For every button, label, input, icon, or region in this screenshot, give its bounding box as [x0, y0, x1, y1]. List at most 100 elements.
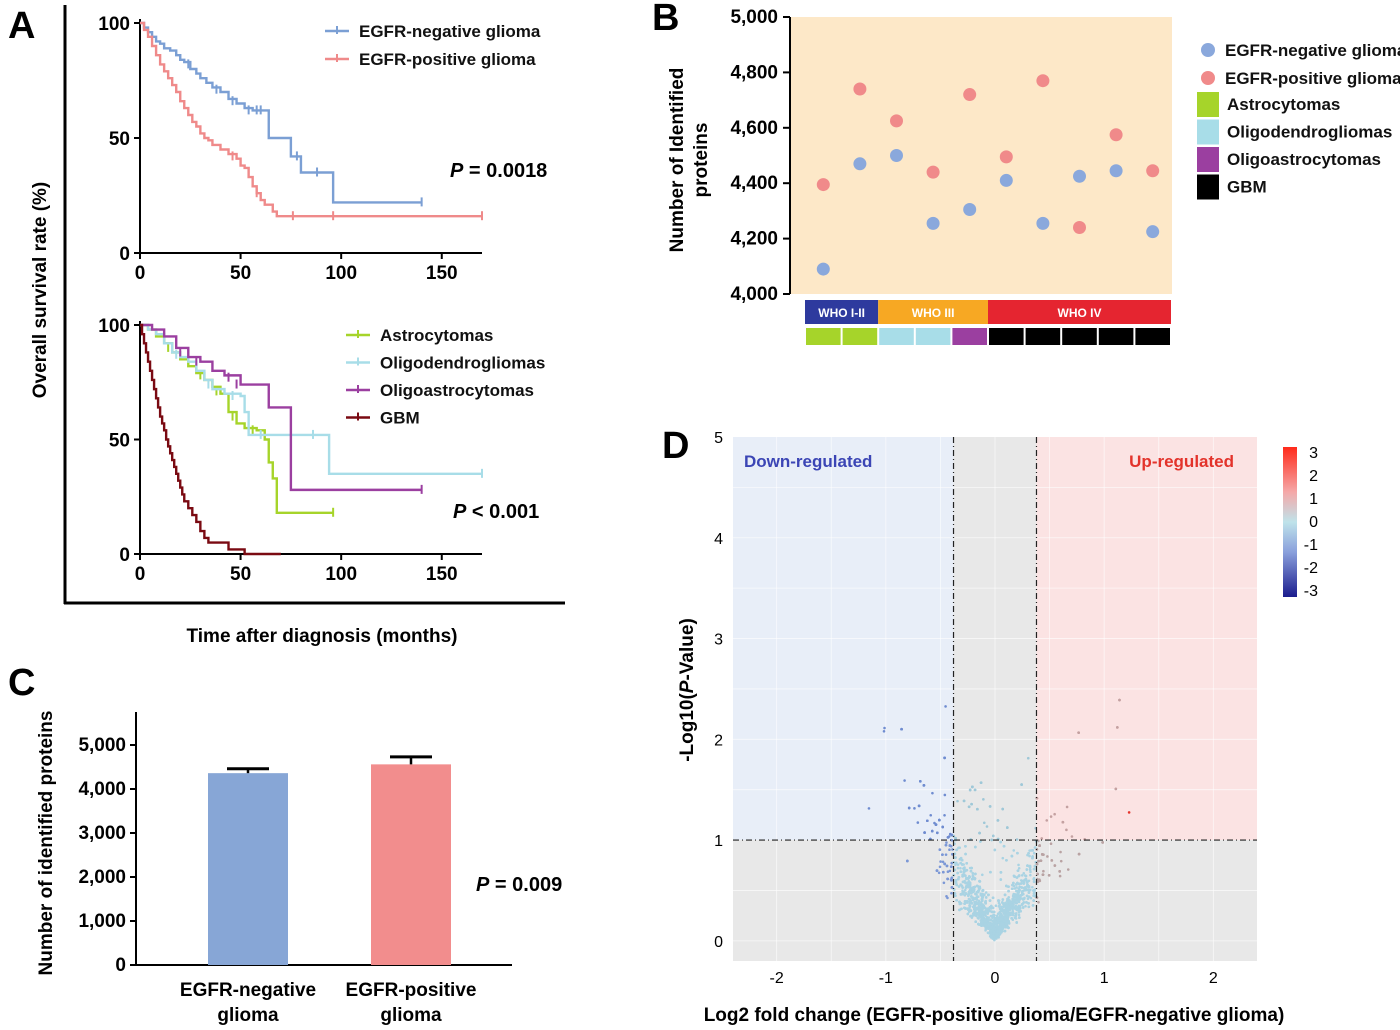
volcano-point: [1005, 858, 1008, 862]
volcano-point: [1042, 869, 1045, 873]
bar: [371, 764, 451, 965]
up-regulated-label: Up-regulated: [1129, 452, 1234, 471]
legend-swatch: [1197, 174, 1219, 200]
volcano-point: [1008, 907, 1011, 910]
volcano-point: [954, 861, 958, 865]
b-y-tick-label: 4,000: [730, 284, 778, 305]
volcano-point: [1015, 896, 1019, 900]
volcano-point: [974, 872, 977, 876]
volcano-point: [975, 898, 978, 901]
volcano-point: [1061, 820, 1065, 824]
legend-entry: Oligoastrocytomas: [1227, 150, 1381, 169]
volcano-point: [1012, 849, 1016, 852]
legend-entry: Oligodendrogliomas: [1227, 123, 1392, 142]
scatter-point: [1109, 164, 1123, 178]
km-x-tick-label: 0: [135, 263, 146, 284]
c-ylabel: Number of identified proteins: [36, 711, 57, 976]
volcano-point: [983, 919, 987, 922]
volcano-point: [1049, 815, 1053, 818]
scatter-point: [963, 203, 977, 217]
scatter-point: [1146, 164, 1160, 178]
volcano-point: [916, 821, 920, 824]
volcano-point: [1018, 885, 1022, 889]
volcano-point: [1006, 911, 1010, 915]
c-y-tick-label: 2,000: [78, 867, 126, 888]
volcano-point: [950, 891, 953, 895]
legend-entry: EGFR-positive glioma: [359, 50, 536, 69]
volcano-point: [1003, 912, 1006, 915]
volcano-point: [1028, 864, 1032, 868]
km-x-tick-label: 150: [426, 263, 458, 284]
scatter-point: [890, 114, 903, 128]
volcano-point: [985, 825, 989, 828]
c-y-tick-label: 1,000: [78, 911, 126, 932]
volcano-point: [957, 885, 961, 888]
scatter-point: [999, 173, 1013, 187]
c-y-tick-label: 5,000: [78, 735, 126, 756]
volcano-point: [998, 914, 1002, 918]
scatter-point: [1109, 128, 1123, 142]
volcano-point: [989, 929, 992, 933]
volcano-plot: -2 -1 0 1 2 0 1 2 3 4 5 Down-regulated Up-regulated 3…: [714, 430, 1318, 987]
volcano-point: [972, 908, 976, 911]
volcano-point: [979, 840, 982, 843]
volcano-point: [945, 894, 948, 898]
volcano-point: [1006, 914, 1009, 918]
volcano-point: [974, 920, 978, 924]
volcano-point: [999, 909, 1003, 912]
p-value-label: P < 0.001: [453, 501, 539, 523]
volcano-point: [972, 886, 975, 889]
volcano-point: [971, 897, 974, 900]
volcano-point: [1035, 862, 1039, 866]
volcano-point: [1032, 851, 1036, 855]
volcano-point: [930, 829, 934, 833]
volcano-point: [942, 881, 946, 885]
volcano-point: [995, 923, 999, 927]
histology-cell: [915, 328, 951, 345]
volcano-point: [980, 920, 984, 924]
volcano-point: [962, 867, 965, 870]
panel-a-letter: A: [8, 5, 35, 47]
volcano-point: [958, 857, 962, 861]
d-y-tick-label: 4: [714, 531, 723, 548]
volcano-point: [1022, 871, 1026, 875]
km-x-tick-label: 50: [230, 263, 251, 284]
histology-cell: [842, 328, 878, 345]
volcano-point: [970, 902, 974, 905]
volcano-point: [964, 852, 967, 856]
volcano-point: [957, 875, 961, 879]
volcano-point: [954, 856, 957, 859]
volcano-point: [938, 865, 942, 869]
colorbar-tick-label: 1: [1309, 491, 1318, 508]
volcano-point: [1016, 881, 1019, 885]
legend-entry: GBM: [1227, 178, 1267, 197]
volcano-point: [996, 915, 999, 918]
d-x-tick-label: 0: [991, 970, 1000, 987]
volcano-point: [1036, 872, 1039, 876]
legend-swatch: [1197, 92, 1219, 117]
volcano-point: [979, 912, 983, 916]
volcano-point: [1013, 875, 1016, 878]
panel-b: B Number of Identified proteins 4,000 4,2…: [652, 0, 1400, 345]
volcano-point: [963, 888, 967, 892]
volcano-point: [1038, 878, 1041, 881]
volcano-point: [960, 858, 964, 862]
down-regulated-label: Down-regulated: [744, 452, 872, 471]
volcano-point: [968, 881, 972, 884]
volcano-point: [997, 921, 1000, 924]
volcano-point: [982, 798, 985, 801]
volcano-point: [1032, 892, 1036, 895]
volcano-point: [984, 891, 988, 894]
scatter-point: [1036, 74, 1050, 88]
volcano-point: [1004, 901, 1007, 905]
volcano-point: [1127, 811, 1131, 814]
volcano-point: [950, 833, 954, 837]
volcano-point: [988, 905, 992, 909]
volcano-point: [1114, 787, 1118, 791]
volcano-point: [1065, 805, 1069, 809]
volcano-point: [1028, 888, 1032, 892]
volcano-point: [1037, 859, 1040, 863]
volcano-point: [882, 729, 886, 733]
volcano-point: [971, 785, 974, 789]
volcano-point: [1027, 879, 1031, 883]
